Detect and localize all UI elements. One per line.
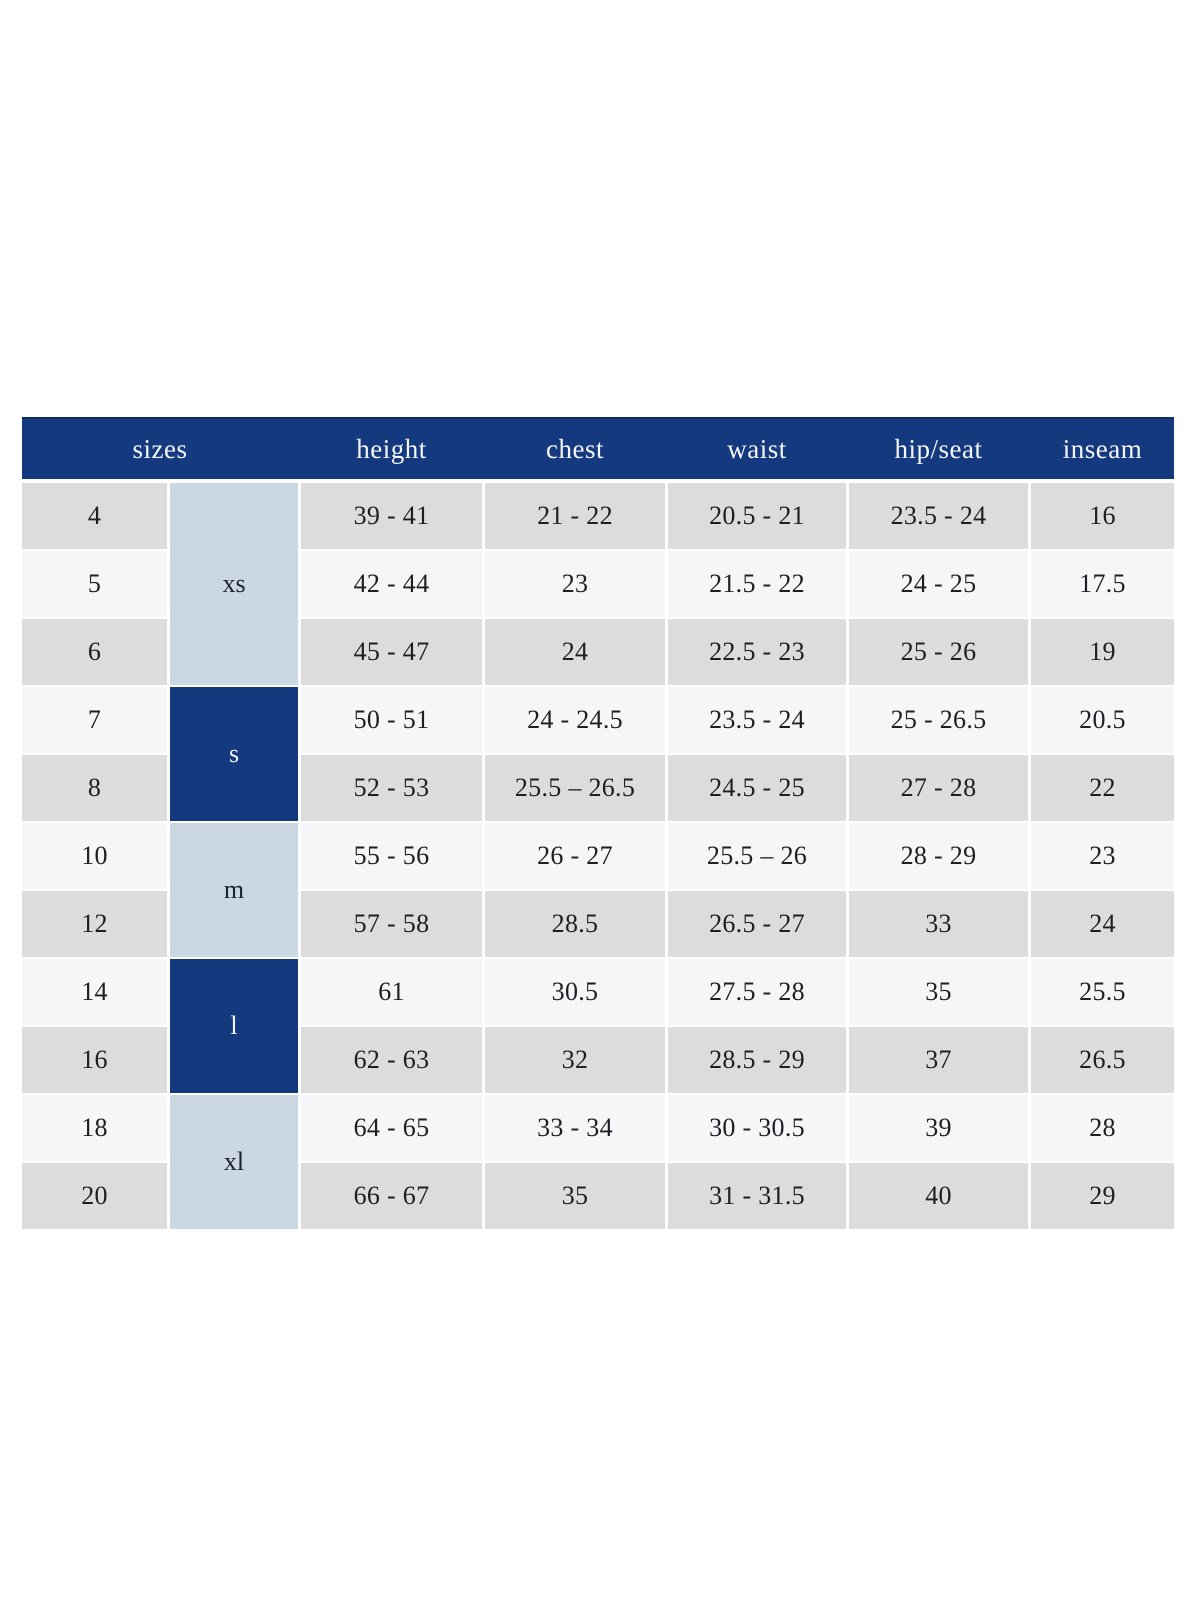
hip-seat-cell: 23.5 - 24 xyxy=(849,483,1028,549)
height-cell: 50 - 51 xyxy=(301,687,482,753)
waist-cell: 24.5 - 25 xyxy=(668,755,846,821)
waist-cell: 27.5 - 28 xyxy=(668,959,846,1025)
waist-cell: 23.5 - 24 xyxy=(668,687,846,753)
chest-cell: 25.5 – 26.5 xyxy=(485,755,665,821)
header-cell-height: height xyxy=(356,433,427,464)
size-cell: 18 xyxy=(22,1095,167,1161)
size-cell: 6 xyxy=(22,619,167,685)
chest-cell: 26 - 27 xyxy=(485,823,665,889)
height-cell: 62 - 63 xyxy=(301,1027,482,1093)
inseam-cell: 17.5 xyxy=(1031,551,1174,617)
hip-seat-cell: 37 xyxy=(849,1027,1028,1093)
chest-cell: 21 - 22 xyxy=(485,483,665,549)
inseam-cell: 20.5 xyxy=(1031,687,1174,753)
table-header-row: sizes height chest waist hip/seat inseam xyxy=(22,417,1174,479)
size-cell: 5 xyxy=(22,551,167,617)
size-cell: 16 xyxy=(22,1027,167,1093)
chest-cell: 35 xyxy=(485,1163,665,1229)
header-cell-chest: chest xyxy=(546,433,604,464)
height-cell: 39 - 41 xyxy=(301,483,482,549)
size-cell: 12 xyxy=(22,891,167,957)
height-cell: 42 - 44 xyxy=(301,551,482,617)
inseam-cell: 19 xyxy=(1031,619,1174,685)
chest-cell: 24 - 24.5 xyxy=(485,687,665,753)
height-cell: 66 - 67 xyxy=(301,1163,482,1229)
group-label-cell-l: l xyxy=(170,959,298,1093)
size-cell: 10 xyxy=(22,823,167,889)
height-cell: 55 - 56 xyxy=(301,823,482,889)
size-chart-table: sizes height chest waist hip/seat inseam… xyxy=(22,417,1174,1229)
waist-cell: 21.5 - 22 xyxy=(668,551,846,617)
waist-cell: 28.5 - 29 xyxy=(668,1027,846,1093)
height-cell: 45 - 47 xyxy=(301,619,482,685)
hip-seat-cell: 33 xyxy=(849,891,1028,957)
waist-cell: 30 - 30.5 xyxy=(668,1095,846,1161)
header-cell-waist: waist xyxy=(727,433,787,464)
inseam-cell: 22 xyxy=(1031,755,1174,821)
hip-seat-cell: 40 xyxy=(849,1163,1028,1229)
header-cell-sizes: sizes xyxy=(132,433,188,464)
size-cell: 8 xyxy=(22,755,167,821)
table-body: 4 xs 39 - 41 21 - 22 20.5 - 21 23.5 - 24… xyxy=(22,483,1174,1229)
inseam-cell: 16 xyxy=(1031,483,1174,549)
size-cell: 14 xyxy=(22,959,167,1025)
hip-seat-cell: 39 xyxy=(849,1095,1028,1161)
size-cell: 7 xyxy=(22,687,167,753)
group-label-cell-m: m xyxy=(170,823,298,957)
chest-cell: 30.5 xyxy=(485,959,665,1025)
hip-seat-cell: 35 xyxy=(849,959,1028,1025)
height-cell: 52 - 53 xyxy=(301,755,482,821)
inseam-cell: 28 xyxy=(1031,1095,1174,1161)
height-cell: 64 - 65 xyxy=(301,1095,482,1161)
hip-seat-cell: 27 - 28 xyxy=(849,755,1028,821)
waist-cell: 25.5 – 26 xyxy=(668,823,846,889)
chest-cell: 33 - 34 xyxy=(485,1095,665,1161)
header-cell-hip-seat: hip/seat xyxy=(894,433,983,464)
chest-cell: 28.5 xyxy=(485,891,665,957)
hip-seat-cell: 25 - 26.5 xyxy=(849,687,1028,753)
hip-seat-cell: 25 - 26 xyxy=(849,619,1028,685)
inseam-cell: 26.5 xyxy=(1031,1027,1174,1093)
size-cell: 4 xyxy=(22,483,167,549)
header-cell-inseam: inseam xyxy=(1062,433,1143,464)
waist-cell: 22.5 - 23 xyxy=(668,619,846,685)
waist-cell: 20.5 - 21 xyxy=(668,483,846,549)
height-cell: 57 - 58 xyxy=(301,891,482,957)
group-label-cell-xl: xl xyxy=(170,1095,298,1229)
size-cell: 20 xyxy=(22,1163,167,1229)
waist-cell: 31 - 31.5 xyxy=(668,1163,846,1229)
hip-seat-cell: 28 - 29 xyxy=(849,823,1028,889)
chest-cell: 24 xyxy=(485,619,665,685)
chest-cell: 32 xyxy=(485,1027,665,1093)
inseam-cell: 24 xyxy=(1031,891,1174,957)
hip-seat-cell: 24 - 25 xyxy=(849,551,1028,617)
inseam-cell: 25.5 xyxy=(1031,959,1174,1025)
waist-cell: 26.5 - 27 xyxy=(668,891,846,957)
inseam-cell: 23 xyxy=(1031,823,1174,889)
group-label-cell-xs: xs xyxy=(170,483,298,685)
height-cell: 61 xyxy=(301,959,482,1025)
group-label-cell-s: s xyxy=(170,687,298,821)
chest-cell: 23 xyxy=(485,551,665,617)
inseam-cell: 29 xyxy=(1031,1163,1174,1229)
